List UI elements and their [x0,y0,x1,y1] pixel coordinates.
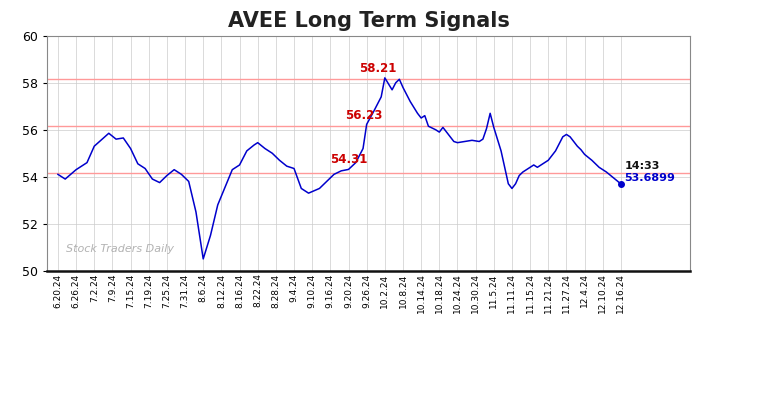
Text: Stock Traders Daily: Stock Traders Daily [67,244,174,254]
Text: 54.31: 54.31 [330,152,368,166]
Text: 56.23: 56.23 [345,109,383,122]
Text: 53.6899: 53.6899 [625,173,676,183]
Text: 58.21: 58.21 [359,62,397,75]
Title: AVEE Long Term Signals: AVEE Long Term Signals [227,12,510,31]
Text: 14:33: 14:33 [625,161,660,171]
